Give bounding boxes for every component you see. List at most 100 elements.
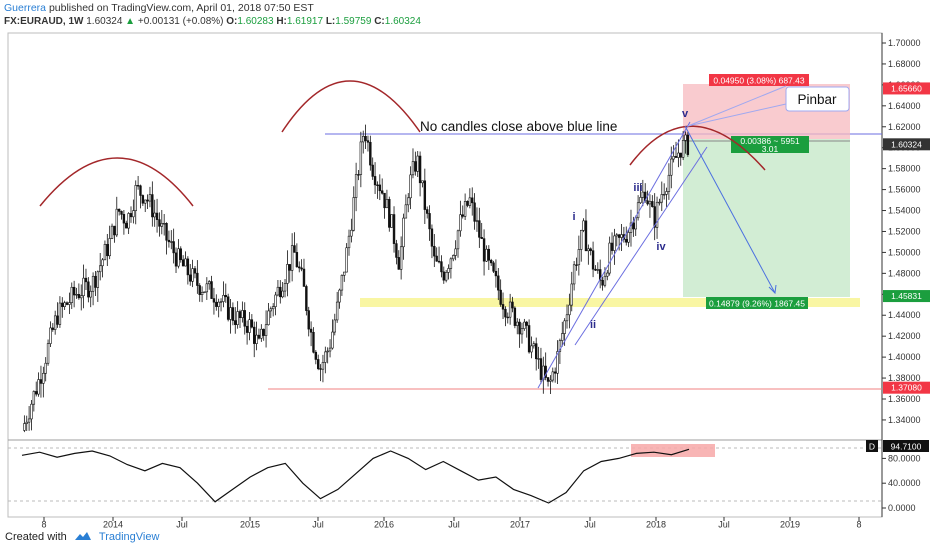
candle-body[interactable] bbox=[200, 291, 204, 295]
candle-body[interactable] bbox=[553, 371, 557, 374]
candle-body[interactable] bbox=[184, 258, 187, 267]
candle-body[interactable] bbox=[203, 291, 206, 293]
candle-body[interactable] bbox=[160, 223, 164, 227]
candle-body[interactable] bbox=[449, 258, 453, 269]
candle-body[interactable] bbox=[174, 252, 178, 267]
candle-body[interactable] bbox=[139, 185, 142, 196]
candle-body[interactable] bbox=[314, 351, 318, 360]
candle-body[interactable] bbox=[411, 161, 415, 176]
candle-body[interactable] bbox=[96, 271, 100, 288]
candle-body[interactable] bbox=[27, 418, 31, 423]
candle-body[interactable] bbox=[302, 268, 306, 287]
candle-body[interactable] bbox=[333, 319, 336, 333]
candle-body[interactable] bbox=[440, 261, 443, 273]
candle-body[interactable] bbox=[101, 259, 104, 267]
candle-body[interactable] bbox=[191, 268, 194, 282]
candle-body[interactable] bbox=[686, 134, 690, 155]
candle-body[interactable] bbox=[170, 241, 173, 243]
candle-body[interactable] bbox=[193, 268, 197, 274]
candle-body[interactable] bbox=[577, 249, 581, 266]
candle-body[interactable] bbox=[570, 283, 573, 306]
candle-body[interactable] bbox=[378, 184, 382, 192]
reward-zone[interactable] bbox=[683, 139, 850, 297]
candle-body[interactable] bbox=[113, 225, 116, 236]
candle-body[interactable] bbox=[461, 214, 464, 217]
candle-body[interactable] bbox=[568, 304, 571, 316]
candle-body[interactable] bbox=[300, 267, 303, 270]
candle-body[interactable] bbox=[660, 194, 663, 203]
candle-body[interactable] bbox=[648, 201, 652, 205]
candle-body[interactable] bbox=[482, 238, 486, 262]
candle-body[interactable] bbox=[42, 372, 45, 384]
candle-body[interactable] bbox=[617, 234, 621, 238]
candle-body[interactable] bbox=[106, 244, 109, 257]
candle-body[interactable] bbox=[373, 176, 377, 186]
candle-body[interactable] bbox=[91, 275, 95, 292]
candle-body[interactable] bbox=[37, 379, 40, 395]
candle-body[interactable] bbox=[677, 152, 680, 158]
candle-body[interactable] bbox=[63, 302, 66, 307]
candle-body[interactable] bbox=[103, 244, 107, 261]
candle-body[interactable] bbox=[416, 155, 419, 172]
candle-body[interactable] bbox=[606, 272, 609, 277]
candle-body[interactable] bbox=[167, 239, 171, 243]
candle-body[interactable] bbox=[68, 302, 71, 305]
candle-body[interactable] bbox=[485, 248, 488, 262]
candle-body[interactable] bbox=[217, 301, 220, 307]
candle-body[interactable] bbox=[651, 201, 654, 207]
candle-body[interactable] bbox=[198, 285, 201, 295]
candle-body[interactable] bbox=[267, 310, 270, 326]
candle-body[interactable] bbox=[288, 264, 291, 271]
candle-body[interactable] bbox=[61, 302, 64, 307]
candle-body[interactable] bbox=[397, 257, 400, 270]
candle-body[interactable] bbox=[25, 421, 28, 424]
candle-body[interactable] bbox=[520, 328, 524, 335]
candle-body[interactable] bbox=[681, 140, 685, 158]
right-shoulder-arc[interactable] bbox=[629, 125, 766, 171]
candle-body[interactable] bbox=[362, 135, 365, 143]
candle-body[interactable] bbox=[535, 343, 538, 360]
candle-body[interactable] bbox=[245, 325, 249, 333]
candle-body[interactable] bbox=[499, 289, 502, 305]
candle-body[interactable] bbox=[335, 301, 339, 321]
candle-body[interactable] bbox=[447, 268, 450, 273]
candle-body[interactable] bbox=[546, 377, 550, 382]
candle-body[interactable] bbox=[549, 379, 552, 382]
candle-body[interactable] bbox=[385, 199, 389, 209]
candle-body[interactable] bbox=[155, 212, 159, 220]
candle-body[interactable] bbox=[196, 272, 199, 286]
candle-body[interactable] bbox=[269, 308, 273, 312]
candle-body[interactable] bbox=[70, 286, 73, 303]
candle-body[interactable] bbox=[376, 184, 379, 186]
candle-body[interactable] bbox=[39, 379, 43, 384]
candle-body[interactable] bbox=[366, 140, 370, 143]
candle-body[interactable] bbox=[120, 211, 123, 215]
candle-body[interactable] bbox=[674, 156, 678, 158]
candle-body[interactable] bbox=[186, 258, 190, 276]
candle-body[interactable] bbox=[390, 214, 393, 228]
candle-body[interactable] bbox=[584, 220, 588, 252]
candle-body[interactable] bbox=[212, 298, 216, 303]
candle-body[interactable] bbox=[241, 310, 244, 318]
candle-body[interactable] bbox=[380, 190, 384, 194]
candle-body[interactable] bbox=[655, 201, 659, 228]
candle-body[interactable] bbox=[89, 290, 92, 298]
candle-body[interactable] bbox=[264, 324, 268, 336]
candle-body[interactable] bbox=[556, 351, 559, 374]
candle-body[interactable] bbox=[354, 174, 358, 198]
candle-body[interactable] bbox=[471, 197, 474, 204]
candle-body[interactable] bbox=[165, 223, 168, 241]
candle-body[interactable] bbox=[511, 301, 514, 309]
candle-body[interactable] bbox=[84, 277, 88, 283]
candle-body[interactable] bbox=[506, 316, 509, 319]
candle-body[interactable] bbox=[530, 345, 533, 353]
candle-body[interactable] bbox=[421, 180, 424, 184]
candle-body[interactable] bbox=[610, 242, 614, 251]
candle-body[interactable] bbox=[319, 368, 322, 370]
candle-body[interactable] bbox=[426, 209, 429, 214]
candle-body[interactable] bbox=[328, 347, 332, 352]
candle-body[interactable] bbox=[331, 331, 334, 349]
candle-body[interactable] bbox=[82, 277, 85, 296]
candle-body[interactable] bbox=[312, 331, 315, 353]
